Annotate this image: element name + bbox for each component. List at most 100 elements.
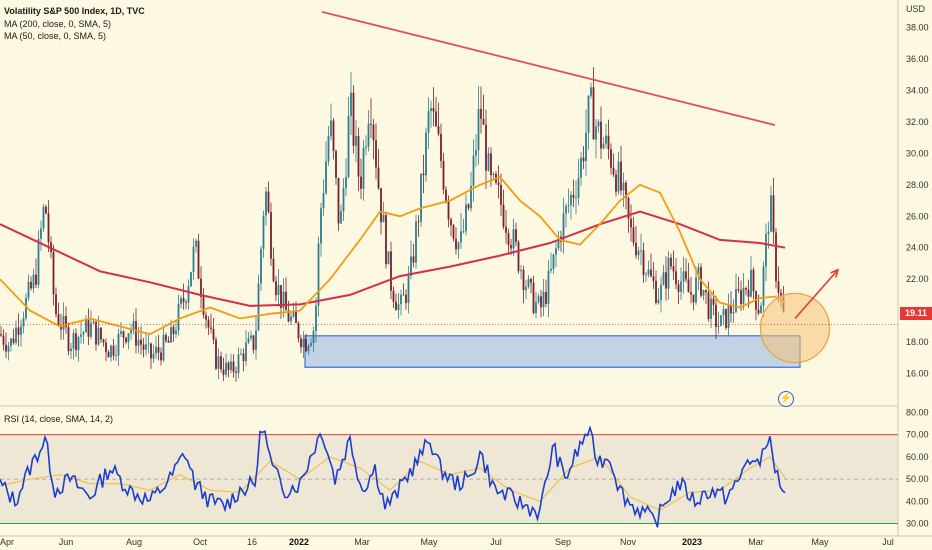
candle-body (112, 345, 115, 356)
ma50-legend[interactable]: MA (50, close, 0, SMA, 5) (4, 31, 107, 41)
candle-body (120, 331, 122, 334)
candle-body (340, 211, 342, 224)
candle-body (252, 335, 255, 350)
annotations (0, 10, 898, 364)
candle-body (647, 269, 650, 275)
candle-body (347, 116, 350, 177)
candle-body (87, 318, 90, 337)
candle-body (335, 150, 337, 178)
candle-body (327, 136, 330, 162)
candle-body (397, 304, 400, 311)
candle-body (375, 140, 377, 168)
candle-body (705, 289, 707, 293)
price-tick-label: 32.00 (906, 117, 929, 127)
rsi-tick-label: 70.00 (906, 430, 929, 440)
symbol-title[interactable]: Volatility S&P 500 Index, 1D, TVC (4, 6, 145, 16)
candle-body (10, 338, 12, 346)
candle-body (235, 371, 237, 373)
candle-body (637, 250, 640, 256)
candle-body (410, 256, 412, 276)
candle-body (170, 327, 172, 343)
candle-body (255, 330, 257, 350)
candle-body (525, 286, 527, 291)
rsi-axis[interactable]: 30.00 40.00 50.00 60.00 70.00 80.00 (906, 407, 929, 528)
candle-body (390, 251, 392, 291)
candle-body (350, 92, 352, 117)
candle-body (332, 120, 335, 151)
candle-body (687, 279, 690, 293)
candle-body (97, 327, 100, 345)
candle-body (765, 233, 767, 267)
candle-body (600, 121, 602, 149)
candle-body (650, 269, 652, 277)
candle-body (337, 177, 340, 224)
candle-body (225, 362, 227, 375)
candle-body (265, 191, 267, 216)
candle-body (577, 177, 580, 198)
candle-body (322, 192, 325, 209)
candle-body (465, 204, 467, 232)
candle-body (492, 173, 495, 176)
ma200-legend[interactable]: MA (200, close, 0, SMA, 5) (4, 19, 112, 29)
candle-body (387, 251, 390, 265)
candle-body (457, 242, 460, 250)
candle-body (177, 303, 180, 331)
candle-body (725, 308, 727, 328)
candle-body (552, 254, 555, 269)
candle-body (155, 346, 157, 354)
candle-body (150, 343, 152, 359)
candle-body (377, 167, 380, 189)
candle-body (425, 132, 427, 176)
rsi-line (0, 425, 786, 528)
price-tick-label: 28.00 (906, 180, 929, 190)
price-unit-label: USD (906, 4, 926, 14)
rsi-legend[interactable]: RSI (14, close, SMA, 14, 2) (4, 414, 114, 424)
time-tick-label: 16 (247, 537, 257, 547)
highlight-circle (759, 292, 831, 364)
candle-body (190, 272, 192, 287)
candle-body (535, 302, 537, 314)
candle-body (605, 135, 607, 144)
time-tick-label: Mar (354, 537, 370, 547)
candle-body (640, 250, 642, 252)
candle-body (127, 333, 130, 343)
candle-body (320, 208, 322, 244)
candle-body (572, 194, 575, 198)
candle-body (407, 275, 410, 303)
candle-body (592, 87, 595, 140)
candle-body (70, 348, 72, 352)
time-tick-label: Jul (490, 537, 502, 547)
candle-body (35, 274, 37, 285)
candle-body (630, 218, 632, 228)
time-axis[interactable]: Apr Jun Aug Oct 16 2022 Mar May Jul Sep Nov 2023 Mar… (0, 535, 932, 547)
candle-body (415, 221, 417, 263)
lightning-icon[interactable]: ⚡ (778, 391, 794, 407)
candle-body (395, 301, 397, 311)
candle-body (762, 266, 765, 306)
rsi-pane (0, 405, 898, 528)
time-tick-label: 2022 (289, 537, 309, 547)
candle-body (697, 267, 700, 278)
candle-body (445, 189, 447, 202)
candle-body (237, 354, 240, 373)
candle-body (767, 231, 770, 234)
ma50-line (0, 175, 786, 336)
candle-body (370, 123, 372, 125)
candle-body (662, 272, 665, 285)
time-tick-label: Jul (882, 537, 894, 547)
time-tick-label: May (811, 537, 829, 547)
candle-body (752, 269, 755, 292)
candle-body (770, 195, 772, 232)
candle-body (220, 356, 222, 370)
candle-body (432, 108, 435, 112)
candle-body (627, 197, 630, 219)
candle-body (717, 325, 720, 327)
candle-body (505, 226, 507, 233)
candle-body (132, 321, 135, 330)
candle-body (275, 281, 277, 296)
candle-body (290, 316, 292, 322)
candle-body (20, 326, 22, 335)
candle-body (557, 236, 560, 249)
time-tick-label: Aug (126, 537, 142, 547)
candle-body (720, 315, 722, 326)
